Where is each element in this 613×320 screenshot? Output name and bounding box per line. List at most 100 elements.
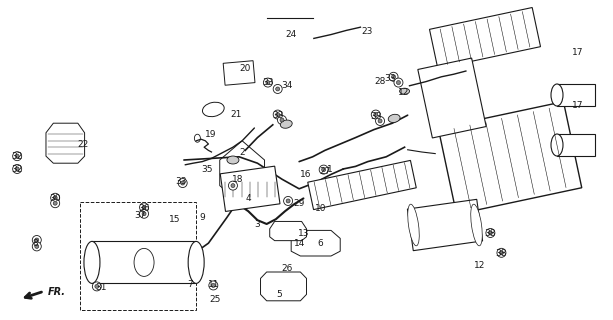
Ellipse shape	[188, 241, 204, 284]
Text: 17: 17	[572, 101, 583, 110]
Text: 22: 22	[77, 140, 88, 148]
Text: 18: 18	[232, 175, 243, 184]
Text: 13: 13	[298, 229, 309, 238]
Polygon shape	[92, 241, 195, 284]
Ellipse shape	[202, 102, 224, 117]
Text: 33: 33	[272, 111, 283, 120]
Text: FR.: FR.	[48, 287, 66, 297]
Text: 12: 12	[474, 261, 485, 270]
Ellipse shape	[35, 238, 39, 242]
Ellipse shape	[486, 228, 495, 237]
Ellipse shape	[142, 205, 146, 209]
Text: 19: 19	[205, 130, 216, 139]
Ellipse shape	[32, 242, 41, 251]
Ellipse shape	[13, 152, 21, 161]
Text: 35: 35	[202, 165, 213, 174]
Text: 36: 36	[139, 204, 150, 212]
Ellipse shape	[32, 236, 41, 244]
Polygon shape	[557, 134, 595, 156]
Polygon shape	[308, 160, 416, 210]
Ellipse shape	[229, 181, 237, 190]
Polygon shape	[46, 123, 85, 163]
Text: 11: 11	[208, 280, 219, 289]
Ellipse shape	[378, 119, 382, 123]
Ellipse shape	[497, 248, 506, 257]
Ellipse shape	[211, 284, 215, 287]
Ellipse shape	[273, 110, 282, 119]
Ellipse shape	[95, 284, 99, 288]
Ellipse shape	[284, 196, 292, 205]
Ellipse shape	[374, 113, 378, 116]
Ellipse shape	[209, 281, 218, 290]
Polygon shape	[557, 84, 595, 106]
Text: 10: 10	[315, 204, 326, 212]
Ellipse shape	[286, 199, 290, 203]
Ellipse shape	[371, 110, 380, 119]
Ellipse shape	[280, 120, 292, 128]
Text: 20: 20	[240, 64, 251, 73]
Polygon shape	[438, 102, 582, 214]
Text: 16: 16	[300, 170, 311, 179]
Ellipse shape	[276, 113, 280, 116]
Ellipse shape	[388, 114, 400, 123]
Ellipse shape	[273, 84, 282, 93]
Text: 2: 2	[239, 148, 245, 156]
Text: 24: 24	[286, 30, 297, 39]
Text: 33: 33	[385, 74, 396, 83]
Polygon shape	[291, 230, 340, 256]
Text: 14: 14	[294, 239, 305, 248]
Ellipse shape	[264, 78, 272, 87]
Text: 7: 7	[187, 280, 193, 289]
Ellipse shape	[53, 201, 57, 205]
Polygon shape	[261, 272, 306, 301]
Text: 33: 33	[370, 112, 381, 121]
Text: 34: 34	[281, 81, 292, 90]
Text: 4: 4	[245, 194, 251, 203]
Ellipse shape	[276, 87, 280, 91]
Text: 21: 21	[230, 110, 242, 119]
Ellipse shape	[15, 167, 19, 171]
Ellipse shape	[13, 164, 21, 173]
Text: 25: 25	[209, 295, 220, 304]
Ellipse shape	[134, 248, 154, 276]
Ellipse shape	[84, 241, 100, 284]
Text: 27: 27	[319, 167, 330, 176]
Ellipse shape	[93, 282, 101, 291]
Text: 33: 33	[262, 78, 273, 87]
Text: 28: 28	[375, 77, 386, 86]
Text: 37: 37	[134, 211, 145, 220]
Ellipse shape	[140, 203, 148, 212]
Ellipse shape	[319, 165, 328, 174]
Ellipse shape	[231, 184, 235, 188]
Ellipse shape	[181, 181, 185, 185]
Ellipse shape	[178, 179, 187, 188]
Text: 15: 15	[169, 215, 180, 224]
Polygon shape	[408, 199, 482, 251]
Text: 9: 9	[199, 213, 205, 222]
Ellipse shape	[397, 81, 400, 84]
Text: 12: 12	[398, 88, 409, 97]
Ellipse shape	[551, 84, 563, 106]
Ellipse shape	[500, 251, 503, 255]
Text: 32: 32	[12, 152, 23, 161]
Text: 38: 38	[485, 229, 496, 238]
Ellipse shape	[194, 134, 200, 142]
Ellipse shape	[142, 212, 146, 216]
Ellipse shape	[278, 116, 286, 124]
Ellipse shape	[266, 81, 270, 84]
Ellipse shape	[140, 209, 148, 218]
Polygon shape	[430, 8, 541, 68]
Text: 38: 38	[496, 249, 507, 258]
Text: 23: 23	[361, 27, 372, 36]
Ellipse shape	[551, 134, 563, 156]
Polygon shape	[418, 58, 486, 138]
Polygon shape	[223, 61, 255, 85]
Ellipse shape	[51, 193, 59, 202]
Text: 29: 29	[294, 199, 305, 208]
Ellipse shape	[489, 231, 492, 235]
Ellipse shape	[15, 154, 19, 158]
Text: 5: 5	[276, 290, 282, 299]
Ellipse shape	[280, 118, 284, 122]
Text: 32: 32	[12, 165, 23, 174]
Ellipse shape	[408, 204, 419, 246]
